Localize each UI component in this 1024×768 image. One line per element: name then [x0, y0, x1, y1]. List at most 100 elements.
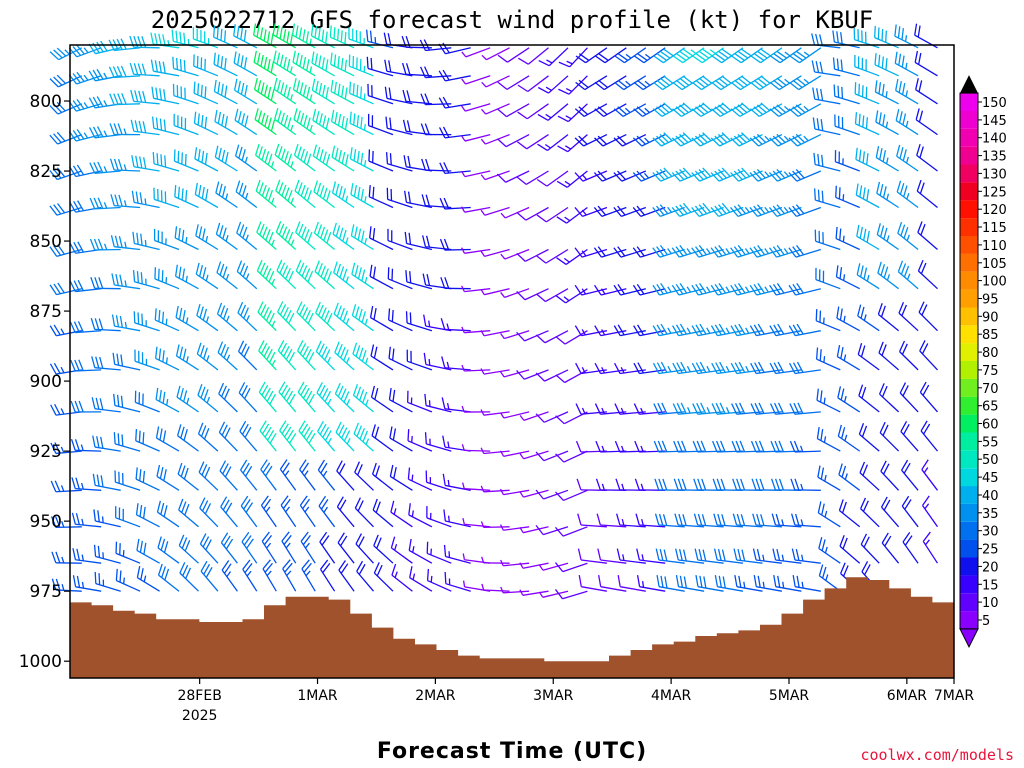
wind-barb	[750, 47, 783, 64]
wind-barb	[213, 52, 238, 77]
wind-barb	[310, 24, 335, 49]
wind-barb	[730, 282, 763, 296]
wind-barb	[594, 403, 627, 415]
wind-barb	[242, 559, 258, 592]
wind-barb	[876, 223, 899, 251]
wind-barb	[593, 205, 627, 218]
terrain-surface	[70, 577, 954, 678]
wind-barb	[151, 86, 180, 105]
wind-barb	[153, 228, 180, 251]
colorbar-swatch	[960, 361, 978, 379]
wind-barb	[70, 439, 102, 452]
wind-barb	[879, 421, 900, 452]
wind-barb	[367, 83, 394, 105]
wind-barb	[233, 24, 258, 49]
wind-barb	[293, 108, 316, 136]
wind-barb	[236, 260, 258, 290]
colorbar-label: 45	[982, 471, 999, 486]
wind-barb	[235, 180, 258, 209]
wind-barb	[536, 206, 569, 223]
wind-barb	[387, 267, 413, 290]
wind-barb	[537, 75, 569, 94]
wind-barb	[295, 259, 316, 290]
wind-barb	[914, 50, 938, 77]
wind-barb	[131, 155, 160, 172]
wind-barb	[388, 308, 413, 332]
wind-barb	[516, 206, 549, 221]
wind-barb	[72, 575, 102, 592]
colorbar-label: 50	[982, 453, 999, 468]
wind-barb	[811, 60, 841, 77]
wind-barb	[556, 170, 588, 188]
wind-barb	[919, 340, 938, 371]
wind-barb	[917, 221, 938, 250]
wind-barb	[113, 432, 141, 452]
wind-barb	[368, 149, 394, 172]
wind-barb	[461, 206, 491, 213]
wind-barb	[335, 421, 355, 452]
wind-barb	[789, 47, 822, 64]
wind-barb	[197, 422, 219, 452]
x-tick-sublabel: 2025	[182, 708, 218, 724]
wind-barb	[273, 50, 297, 77]
wind-barb	[90, 277, 121, 290]
x-tick-label: 5MAR	[769, 688, 810, 704]
colorbar-label: 140	[982, 132, 1007, 147]
wind-barb	[176, 385, 199, 413]
colorbar-label: 95	[982, 293, 999, 308]
colorbar-label: 55	[982, 435, 999, 450]
wind-barb	[421, 158, 452, 172]
colorbar-label: 75	[982, 364, 999, 379]
wind-barb	[154, 308, 180, 332]
wind-barb	[480, 170, 510, 181]
wind-barb	[634, 440, 666, 453]
wind-barb	[874, 53, 899, 77]
wind-barb	[836, 306, 861, 332]
wind-barb	[275, 179, 297, 208]
colorbar-label: 35	[982, 507, 999, 522]
wind-barb	[895, 78, 919, 105]
wind-barb	[691, 202, 724, 218]
colorbar-swatch	[960, 93, 978, 111]
wind-barb	[333, 302, 355, 332]
wind-barb	[111, 273, 141, 290]
wind-barb	[157, 563, 180, 592]
wind-barb	[752, 513, 782, 528]
wind-barb	[292, 77, 316, 105]
wind-barb	[713, 513, 744, 528]
x-tick-label: 7MAR	[934, 688, 975, 704]
wind-barb	[257, 301, 277, 332]
wind-barb	[835, 185, 860, 209]
wind-barb	[538, 590, 569, 598]
wind-barb	[497, 103, 530, 118]
wind-barb	[113, 393, 141, 413]
wind-barb	[710, 167, 744, 182]
colorbar-label: 150	[982, 96, 1007, 111]
wind-barb	[89, 197, 121, 210]
wind-barb	[461, 133, 491, 142]
wind-barb	[239, 420, 258, 452]
colorbar-label: 30	[982, 525, 999, 540]
wind-barb	[517, 75, 549, 93]
wind-barb	[151, 116, 180, 136]
wind-barb	[480, 521, 510, 529]
colorbar-swatch	[960, 200, 978, 219]
colorbar-label: 85	[982, 328, 999, 343]
colorbar: 5 10 15 20 25 30 35 40 45 50 55 60 65 70 75 80 85 90 95 100…	[959, 75, 1007, 649]
wind-barb	[750, 440, 782, 453]
wind-barb	[389, 426, 413, 452]
wind-barb	[297, 381, 316, 413]
wind-barb	[438, 126, 471, 139]
wind-barb	[789, 75, 822, 91]
wind-barb	[111, 314, 141, 332]
colorbar-label: 110	[982, 239, 1007, 254]
wind-barb	[632, 134, 666, 147]
wind-barb	[595, 47, 627, 64]
colorbar-label: 65	[982, 400, 999, 415]
colorbar-swatch	[960, 325, 978, 344]
wind-barb	[277, 339, 297, 371]
wind-barb	[461, 103, 491, 112]
wind-barb	[132, 270, 160, 290]
wind-barb	[112, 352, 141, 371]
